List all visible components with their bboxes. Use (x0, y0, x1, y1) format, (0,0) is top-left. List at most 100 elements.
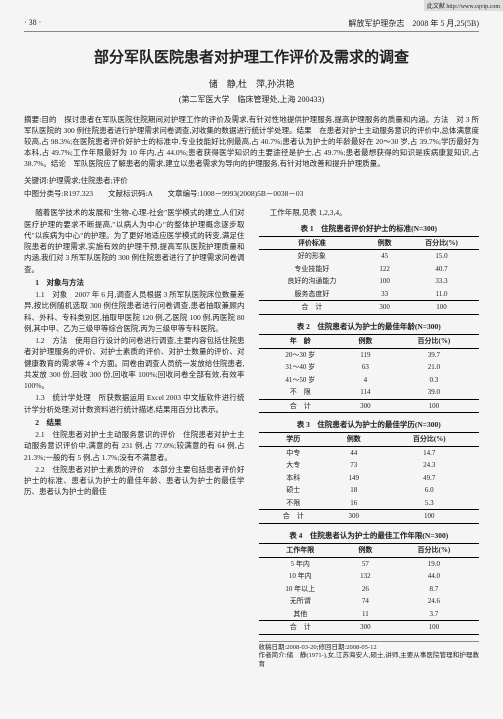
table-cell: 10 年以上 (259, 583, 342, 596)
table-row: 中专4414.7 (259, 446, 480, 459)
table-cell: 18 (328, 484, 379, 497)
table-col: 百分比(%) (389, 335, 479, 349)
table-row: 硕士186.0 (259, 484, 480, 497)
table-cell: 45 (365, 250, 404, 263)
table-cell: 100 (389, 621, 479, 635)
table-2-caption: 表 2 住院患者认为护士的最佳年龄(N=300) (259, 321, 480, 334)
table-col: 百分比(%) (404, 236, 479, 250)
table-cell: 40.7 (404, 263, 479, 276)
table-row: 无所谓7424.6 (259, 595, 480, 608)
table-cell: 0.3 (389, 374, 479, 387)
journal-info: 解放军护理杂志 2008 年 5 月,25(5B) (348, 18, 479, 29)
table-cell: 300 (365, 301, 404, 315)
keywords: 关键词:护理需求;住院患者;评价 (24, 175, 479, 186)
table-cell: 24.3 (379, 459, 479, 472)
table-cell: 132 (342, 570, 389, 583)
page-number: · 38 · (24, 18, 41, 29)
table-4: 表 4 住院患者认为护士的最佳工作年限(N=300) 工作年限 例数 百分比(%… (259, 530, 480, 635)
table-cell: 合 计 (259, 510, 328, 524)
table-4-caption: 表 4 住院患者认为护士的最佳工作年限(N=300) (259, 530, 480, 543)
table-cell: 20～30 岁 (259, 348, 342, 361)
table-cell: 57 (342, 557, 389, 570)
table-row: 41～50 岁40.3 (259, 374, 480, 387)
table-cell: 合 计 (259, 621, 342, 635)
affiliation: (第二军医大学 临床管理处,上海 200433) (24, 94, 479, 105)
table-cell: 114 (342, 386, 389, 399)
table-col: 例数 (342, 544, 389, 558)
table-cell: 6.0 (379, 484, 479, 497)
table-cell: 11 (342, 608, 389, 621)
table-cell: 好的形象 (259, 250, 366, 263)
table-2-body: 20～30 岁11939.731～40 岁6321.041～50 岁40.3不 … (259, 348, 480, 413)
table-cell: 33 (365, 288, 404, 301)
table-cell: 300 (342, 399, 389, 413)
table-row: 本科14949.7 (259, 472, 480, 485)
right-top-line: 工作年限,见表 1,2,3,4。 (259, 207, 480, 218)
table-row: 合 计300100 (259, 510, 480, 524)
table-cell: 不限 (259, 497, 328, 510)
table-cell: 15.0 (404, 250, 479, 263)
table-row: 不 限11439.0 (259, 386, 480, 399)
section-1-1: 1.1 对象 2007 年 6 月,调查人员根据 3 所军队医院床位数量差异,按… (24, 289, 245, 334)
table-cell: 5 年内 (259, 557, 342, 570)
table-row: 合 计300100 (259, 621, 480, 635)
table-col: 百分比(%) (389, 544, 479, 558)
table-cell: 大专 (259, 459, 328, 472)
table-cell: 8.7 (389, 583, 479, 596)
left-column: 随着医学技术的发展和"生物-心理-社会"医学模式的建立,人们对医疗护理的要求不断… (24, 207, 245, 669)
table-cell: 不 限 (259, 386, 342, 399)
classification: 中图分类号:R197.323 文献标识码:A 文章编号:1008－9993(20… (24, 188, 479, 199)
table-cell: 149 (328, 472, 379, 485)
table-cell: 19.0 (389, 557, 479, 570)
table-3-body: 中专4414.7大专7324.3本科14949.7硕士186.0不限165.3合… (259, 446, 480, 523)
table-col: 学历 (259, 433, 328, 447)
table-4-body: 5 年内5719.010 年内13244.010 年以上268.7无所谓7424… (259, 557, 480, 634)
table-cell: 5.3 (379, 497, 479, 510)
table-row: 专业技能好12240.7 (259, 263, 480, 276)
table-cell: 33.3 (404, 275, 479, 288)
table-cell: 39.7 (389, 348, 479, 361)
table-cell: 26 (342, 583, 389, 596)
table-col: 工作年限 (259, 544, 342, 558)
page-header: · 38 · 解放军护理杂志 2008 年 5 月,25(5B) (24, 18, 479, 32)
table-cell: 4 (342, 374, 389, 387)
table-row: 10 年内13244.0 (259, 570, 480, 583)
table-cell: 49.7 (379, 472, 479, 485)
table-cell: 24.6 (389, 595, 479, 608)
table-cell: 14.7 (379, 446, 479, 459)
intro-paragraph: 随着医学技术的发展和"生物-心理-社会"医学模式的建立,人们对医疗护理的要求不断… (24, 207, 245, 275)
abstract: 摘要:目的 探讨患者在军队医院住院期间对护理工作的评价及需求,有针对性地提供护理… (24, 115, 479, 169)
table-cell: 63 (342, 361, 389, 374)
table-row: 其他113.7 (259, 608, 480, 621)
table-cell: 74 (342, 595, 389, 608)
section-1-3: 1.3 统计学处理 所获数据运用 Excel 2003 中文版软件进行统计学分析… (24, 392, 245, 415)
source-watermark: 此文献 http://www.cqvip.com (424, 0, 503, 11)
table-col: 年 龄 (259, 335, 342, 349)
table-cell: 专业技能好 (259, 263, 366, 276)
table-1-body: 好的形象4515.0专业技能好12240.7良好的沟通能力10033.3服务态度… (259, 250, 480, 315)
authors: 储 静,杜 萍,孙洪艳 (24, 77, 479, 90)
table-cell: 44.0 (389, 570, 479, 583)
table-col: 例数 (365, 236, 404, 250)
table-row: 不限165.3 (259, 497, 480, 510)
table-1-caption: 表 1 住院患者评价好护士的标准(N=300) (259, 223, 480, 236)
author-bio: 作者简介:储 静(1971-),女,江苏海安人,硕士,讲师,主要从事医院管理和护… (259, 652, 480, 669)
table-2: 表 2 住院患者认为护士的最佳年龄(N=300) 年 龄 例数 百分比(%) 2… (259, 321, 480, 413)
table-cell: 11.0 (404, 288, 479, 301)
table-row: 好的形象4515.0 (259, 250, 480, 263)
table-cell: 100 (379, 510, 479, 524)
table-cell: 10 年内 (259, 570, 342, 583)
table-cell: 300 (342, 621, 389, 635)
table-1: 表 1 住院患者评价好护士的标准(N=300) 评价标准 例数 百分比(%) 好… (259, 223, 480, 315)
table-cell: 100 (389, 399, 479, 413)
section-2-heading: 2 结果 (24, 417, 245, 428)
table-3-caption: 表 3 住院患者认为护士的最佳学历(N=300) (259, 419, 480, 432)
table-cell: 16 (328, 497, 379, 510)
table-cell: 100 (365, 275, 404, 288)
table-row: 合 计300100 (259, 399, 480, 413)
table-cell: 中专 (259, 446, 328, 459)
section-2-2: 2.2 住院患者对护士素质的评价 本部分主要包括患者评价好护士的标准、患者认为护… (24, 464, 245, 498)
table-cell: 其他 (259, 608, 342, 621)
table-col: 百分比(%) (379, 433, 479, 447)
table-row: 5 年内5719.0 (259, 557, 480, 570)
